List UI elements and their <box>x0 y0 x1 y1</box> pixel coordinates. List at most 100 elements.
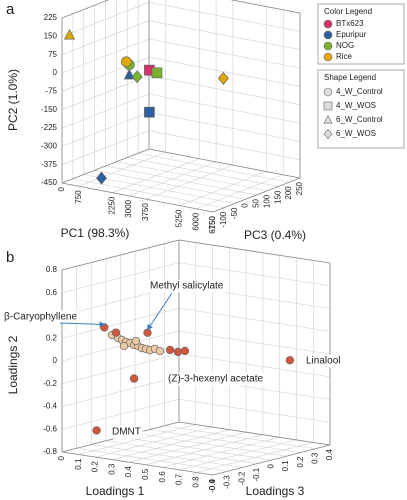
z-tick-label: -0.4 <box>208 478 217 492</box>
y-tick-label: 0 <box>53 68 58 77</box>
grid-line <box>148 112 301 142</box>
legend-label: 4_W_WOS <box>336 101 376 110</box>
x-tick-label: 6750 <box>208 215 217 233</box>
marker <box>151 67 163 79</box>
marker <box>120 56 132 68</box>
y-tick-label: 150 <box>44 31 58 40</box>
z-axis-title: Loadings 3 <box>246 484 305 498</box>
box-edge <box>61 148 150 184</box>
y-tick-label: 0 <box>53 356 58 365</box>
marker <box>144 106 155 118</box>
x-tick-label: 6000 <box>191 212 200 230</box>
grid-line <box>72 178 224 209</box>
legend-swatch <box>323 41 333 51</box>
grid-line <box>148 93 301 124</box>
x-tick-label: 0.9 <box>208 478 217 490</box>
point-label: (Z)-3-hexenyl acetate <box>168 374 263 385</box>
point-label: DMNT <box>112 427 141 438</box>
y-tick-label: 0.6 <box>46 288 58 297</box>
z-tick-label: -50 <box>230 207 239 219</box>
grid-line <box>116 161 268 192</box>
legend-label: NOG <box>336 41 354 50</box>
z-tick-label: 0 <box>267 463 276 468</box>
grid-line <box>178 307 331 332</box>
x-tick-label: 0.1 <box>74 458 83 470</box>
point-label: Methyl salicylate <box>150 281 224 292</box>
box-edge <box>178 421 331 446</box>
grid-line <box>138 152 290 183</box>
panel-label: a <box>6 1 15 18</box>
box-edge <box>61 451 214 476</box>
y-tick-label: -0.4 <box>43 402 57 411</box>
y-tick-label: -75 <box>45 86 57 95</box>
grid-line <box>178 262 331 287</box>
z-tick-label: 0.4 <box>325 448 334 460</box>
marker <box>217 71 229 85</box>
z-tick-label: 50 <box>252 198 261 207</box>
y-tick-label: -0.8 <box>43 447 57 456</box>
x-axis-title: Loadings 1 <box>86 484 145 498</box>
y-tick-label: -0.2 <box>43 379 57 388</box>
box-edge <box>212 177 301 213</box>
label-box <box>110 425 143 439</box>
marker <box>323 87 333 97</box>
grid-line <box>164 425 316 450</box>
x-tick-label: 0.4 <box>124 466 133 478</box>
panel-label: b <box>6 249 14 266</box>
x-tick-label: 0 <box>57 186 66 191</box>
label-arrow <box>146 292 173 331</box>
marker <box>323 114 333 124</box>
marker <box>131 70 143 84</box>
box-edge <box>61 182 214 213</box>
grid-line <box>105 440 257 465</box>
grid-line <box>148 57 301 87</box>
x-tick-label: 0.2 <box>91 461 100 473</box>
y-tick-label: -0.6 <box>43 424 57 433</box>
grid-line <box>83 174 235 204</box>
box-edge <box>178 239 331 264</box>
marker <box>173 347 183 357</box>
marker <box>323 101 333 111</box>
marker <box>180 346 190 356</box>
label-box <box>304 354 343 368</box>
z-tick-label: 0.2 <box>296 456 305 468</box>
box-edge <box>61 0 110 19</box>
z-tick-label: 100 <box>262 194 271 208</box>
box-edge <box>230 0 301 14</box>
grid-line <box>120 436 272 461</box>
y-tick-label: 0.8 <box>46 265 58 274</box>
z-tick-label: 150 <box>273 190 282 204</box>
y-tick-label: 0.2 <box>46 333 58 342</box>
legend-swatch <box>323 19 333 29</box>
legend-label: 6_W_Control <box>336 115 383 124</box>
z-tick-label: 200 <box>284 186 293 200</box>
x-tick-label: 0.8 <box>191 476 200 488</box>
y-tick-label: -375 <box>41 160 58 169</box>
legend-label: Epuripur <box>336 30 367 39</box>
point-label: β-Caryophyllene <box>4 312 77 323</box>
marker <box>63 28 76 40</box>
grid-line <box>149 429 301 453</box>
y-axis-title: Loadings 2 <box>6 335 20 394</box>
grid-line <box>148 2 301 32</box>
x-tick-label: 0.6 <box>158 471 167 483</box>
z-tick-label: -0.1 <box>252 467 261 481</box>
z-tick-label: -100 <box>219 211 228 228</box>
grid-line <box>76 447 228 472</box>
grid-line <box>178 398 331 423</box>
marker <box>165 345 175 355</box>
x-tick-label: 3000 <box>124 199 133 217</box>
point-label: Linalool <box>306 356 340 367</box>
x-tick-label: 2250 <box>107 196 116 214</box>
marker <box>323 128 333 140</box>
z-tick-label: 250 <box>295 181 304 195</box>
legend-box <box>317 3 405 65</box>
legend-swatch <box>323 30 333 40</box>
marker <box>111 328 121 337</box>
marker <box>119 341 129 351</box>
y-tick-label: -150 <box>41 105 58 114</box>
grid-line <box>94 169 246 200</box>
legend-label: BTx623 <box>336 19 364 28</box>
marker <box>155 346 165 356</box>
